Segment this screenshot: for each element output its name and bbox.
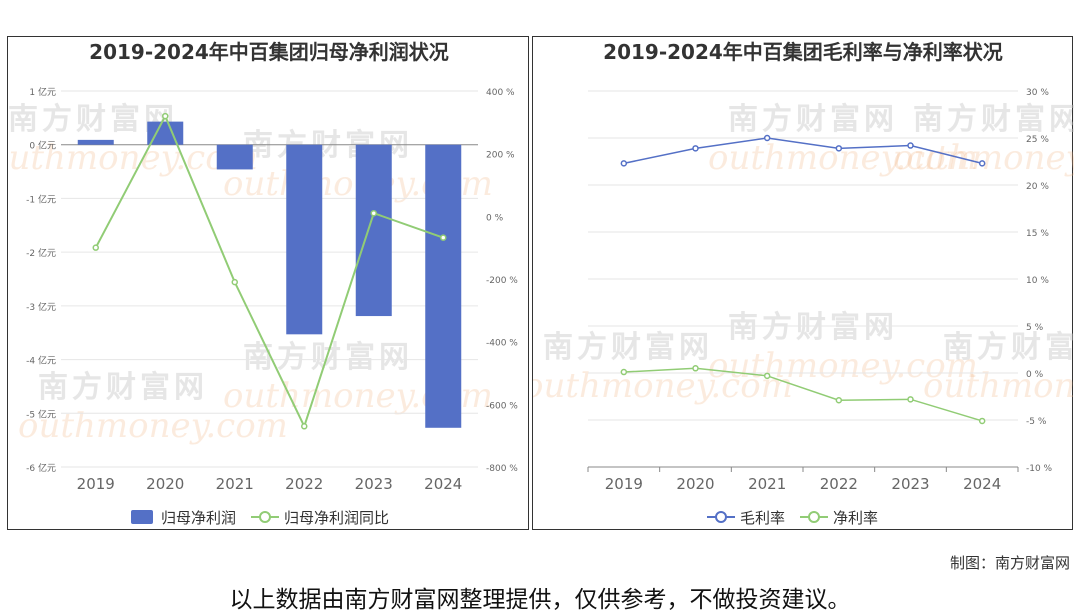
right-tick-label: 400 % bbox=[486, 88, 515, 98]
x-tick-label: 2023 bbox=[355, 475, 393, 493]
right-tick-label: 5 % bbox=[1026, 323, 1044, 333]
x-tick-label: 2021 bbox=[748, 475, 786, 493]
x-tick-label: 2019 bbox=[77, 475, 115, 493]
right-tick-label: -5 % bbox=[1026, 417, 1047, 427]
right-tick-label: 10 % bbox=[1026, 276, 1049, 286]
line-point bbox=[440, 234, 447, 241]
left-tick-label: -3 亿元 bbox=[26, 301, 56, 313]
left-chart-svg: 南方财富网outhmoney.com南方财富网outhmoney.com南方财富… bbox=[8, 40, 518, 527]
footer-disclaimer: 以上数据由南方财富网整理提供，仅供参考，不做投资建议。 bbox=[229, 587, 851, 613]
legend-label: 归母净利润同比 bbox=[284, 509, 389, 527]
line-point bbox=[301, 423, 308, 430]
watermark-cn: 南方财富网 bbox=[243, 340, 413, 375]
bar bbox=[77, 139, 114, 145]
right-tick-label: 15 % bbox=[1026, 229, 1049, 239]
line-point bbox=[907, 396, 914, 403]
bar bbox=[355, 144, 392, 317]
right-tick-label: -200 % bbox=[486, 276, 518, 286]
watermark-cn: 南方财富网 bbox=[728, 310, 898, 345]
left-tick-label: 0 亿元 bbox=[29, 140, 56, 152]
watermark-cn: 南方财富网 bbox=[943, 330, 1074, 365]
legend-label: 毛利率 bbox=[740, 509, 785, 527]
x-tick-label: 2024 bbox=[963, 475, 1001, 493]
left-tick-label: -4 亿元 bbox=[26, 355, 56, 367]
right-tick-label: 25 % bbox=[1026, 135, 1049, 145]
x-tick-label: 2021 bbox=[216, 475, 254, 493]
right-tick-label: -400 % bbox=[486, 339, 518, 349]
right-tick-label: 0 % bbox=[1026, 370, 1044, 380]
watermark-cn: 南方财富网 bbox=[728, 102, 898, 137]
left-chart-panel: 南方财富网outhmoney.com南方财富网outhmoney.com南方财富… bbox=[7, 36, 529, 530]
series-line bbox=[623, 367, 983, 422]
right-tick-label: 0 % bbox=[486, 213, 504, 223]
x-tick-label: 2022 bbox=[285, 475, 323, 493]
watermark-en: outhmoney.com bbox=[708, 138, 978, 178]
watermark-en: outhmoney.com bbox=[708, 346, 978, 386]
watermark-en: outhmoney.com bbox=[533, 366, 793, 406]
line-point bbox=[92, 244, 99, 251]
watermark-cn: 南方财富网 bbox=[8, 102, 178, 137]
right-tick-label: 30 % bbox=[1026, 88, 1049, 98]
right-tick-label: 20 % bbox=[1026, 182, 1049, 192]
line-point bbox=[370, 209, 377, 217]
legend-bar-swatch bbox=[131, 510, 153, 524]
left-tick-label: -1 亿元 bbox=[26, 193, 56, 205]
left-tick-label: -6 亿元 bbox=[26, 462, 56, 474]
watermark-en: outhmoney.com bbox=[893, 138, 1074, 178]
line-point bbox=[763, 372, 771, 380]
watermark-en: outhmoney.com bbox=[923, 366, 1074, 406]
right-chart-panel: 南方财富网outhmoney.com南方财富网outhmoney.com南方财富… bbox=[532, 36, 1074, 530]
line-point bbox=[835, 145, 843, 152]
legend-label: 归母净利润 bbox=[161, 509, 236, 527]
x-tick-label: 2024 bbox=[424, 475, 462, 493]
line-point bbox=[763, 134, 771, 142]
line-point bbox=[620, 368, 628, 376]
line-point bbox=[231, 278, 238, 286]
watermark-en: outhmoney.com bbox=[18, 406, 288, 446]
line-point bbox=[162, 112, 169, 120]
watermark-cn: 南方财富网 bbox=[913, 102, 1074, 137]
legend-line-marker bbox=[808, 511, 820, 523]
line-point bbox=[907, 142, 914, 149]
line-point bbox=[978, 160, 986, 167]
line-point bbox=[978, 417, 986, 425]
bar bbox=[216, 144, 253, 170]
series-line bbox=[94, 113, 444, 429]
legend-line-marker bbox=[259, 511, 271, 523]
chart-credit: 制图：南方财富网 bbox=[949, 554, 1070, 572]
right-tick-label: 200 % bbox=[486, 151, 515, 161]
chart-title: 2019-2024年中百集团归母净利润状况 bbox=[89, 40, 449, 64]
x-tick-label: 2022 bbox=[820, 475, 858, 493]
right-tick-label: -600 % bbox=[486, 401, 518, 411]
left-tick-label: -5 亿元 bbox=[26, 408, 56, 420]
watermark-cn: 南方财富网 bbox=[543, 330, 713, 365]
right-chart-svg: 南方财富网outhmoney.com南方财富网outhmoney.com南方财富… bbox=[533, 40, 1074, 527]
series-line bbox=[623, 137, 983, 165]
line-point bbox=[835, 397, 843, 404]
legend-line-marker bbox=[715, 511, 727, 523]
right-tick-label: -800 % bbox=[486, 464, 518, 474]
x-tick-label: 2019 bbox=[605, 475, 643, 493]
left-tick-label: 1 亿元 bbox=[29, 86, 56, 98]
line-point bbox=[620, 160, 628, 167]
bar bbox=[286, 144, 323, 335]
chart-title: 2019-2024年中百集团毛利率与净利率状况 bbox=[603, 40, 1003, 64]
line-point bbox=[692, 365, 699, 372]
legend-label: 净利率 bbox=[833, 509, 878, 527]
bar bbox=[425, 144, 462, 428]
left-tick-label: -2 亿元 bbox=[26, 247, 56, 259]
right-tick-label: -10 % bbox=[1026, 464, 1053, 474]
x-tick-label: 2020 bbox=[146, 475, 184, 493]
x-tick-label: 2023 bbox=[891, 475, 929, 493]
watermark-cn: 南方财富网 bbox=[38, 370, 208, 405]
x-tick-label: 2020 bbox=[676, 475, 714, 493]
line-point bbox=[692, 145, 699, 152]
